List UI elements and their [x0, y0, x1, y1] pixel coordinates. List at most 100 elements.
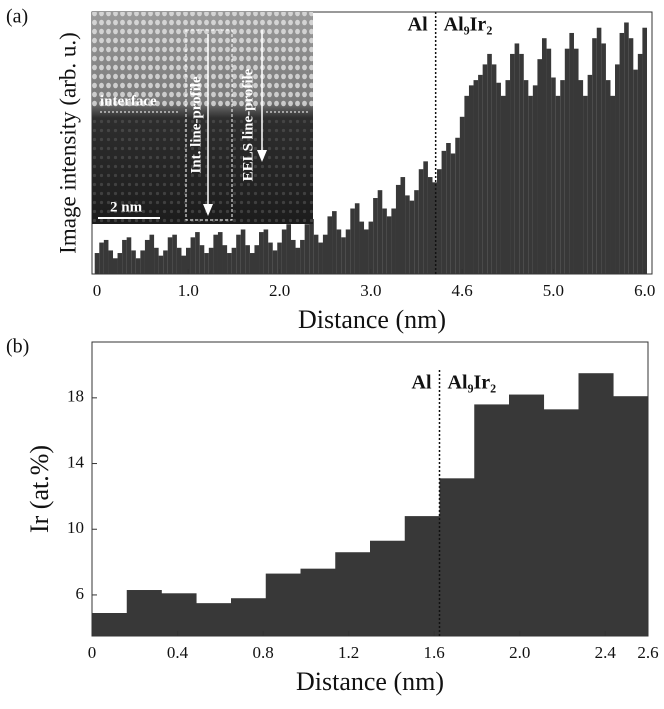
- inset-atoms: [92, 12, 313, 107]
- intensity-bar: [350, 208, 355, 274]
- intensity-bar: [181, 255, 187, 274]
- intensity-bar: [377, 190, 383, 274]
- intensity-bar: [500, 95, 506, 274]
- intensity-bar: [400, 177, 406, 274]
- intensity-bar: [213, 234, 218, 274]
- intensity-bar: [149, 234, 155, 274]
- bar: [404, 516, 440, 636]
- intensity-bar: [290, 239, 296, 274]
- intensity-bar: [564, 48, 570, 275]
- inset-label: interface: [100, 93, 157, 109]
- intensity-bar: [245, 245, 250, 274]
- intensity-bar: [446, 143, 451, 274]
- intensity-bar: [254, 245, 260, 274]
- intensity-bar: [222, 245, 228, 274]
- intensity-bar: [236, 234, 241, 274]
- y-tick-label: 10: [67, 518, 84, 537]
- intensity-bar: [126, 237, 132, 274]
- intensity-bar: [514, 43, 520, 274]
- intensity-bar: [249, 253, 255, 274]
- intensity-bar: [468, 85, 474, 274]
- annotation: Al: [412, 372, 432, 394]
- bar: [300, 568, 336, 636]
- intensity-bar: [551, 77, 556, 274]
- intensity-bar: [633, 69, 638, 274]
- bar: [613, 396, 649, 636]
- intensity-bar: [163, 250, 168, 274]
- intensity-bar: [309, 218, 314, 274]
- bar: [126, 590, 162, 636]
- intensity-bar: [185, 247, 191, 274]
- annotation: Al₉Ir₂: [448, 372, 497, 394]
- x-tick-label: 2.0: [509, 643, 530, 662]
- x-tick-label: 2.6: [637, 643, 658, 662]
- intensity-bar: [190, 237, 196, 274]
- intensity-bar: [601, 43, 606, 274]
- intensity-bar: [391, 208, 396, 274]
- intensity-bar: [259, 232, 264, 274]
- inset-label: EELS line-profile: [240, 68, 256, 181]
- intensity-bar: [281, 229, 287, 274]
- intensity-bar: [395, 184, 401, 274]
- inset-atoms-dark: [92, 115, 313, 224]
- intensity-bar: [605, 80, 611, 275]
- intensity-bar: [523, 80, 529, 275]
- intensity-bar: [496, 82, 501, 275]
- intensity-bar: [450, 153, 456, 274]
- intensity-bar: [199, 245, 205, 274]
- bar: [474, 404, 510, 636]
- intensity-bar: [427, 177, 433, 274]
- x-tick-label: 2.4: [595, 643, 617, 662]
- bar: [370, 540, 406, 636]
- panel-label: (b): [6, 336, 29, 358]
- x-tick-label: 6.0: [634, 281, 655, 300]
- intensity-bar: [418, 169, 424, 274]
- intensity-bar: [541, 38, 547, 275]
- intensity-bar: [231, 247, 237, 274]
- intensity-bar: [441, 150, 447, 274]
- intensity-bar: [217, 232, 223, 274]
- intensity-bar: [272, 250, 278, 274]
- intensity-bar: [354, 203, 360, 274]
- intensity-bar: [263, 229, 269, 274]
- intensity-bar: [327, 216, 333, 274]
- intensity-bar: [482, 64, 488, 275]
- intensity-bar: [167, 237, 173, 274]
- intensity-bar: [117, 253, 123, 274]
- intensity-bar: [268, 242, 273, 274]
- intensity-bar: [628, 38, 634, 275]
- arrow-head: [257, 150, 267, 162]
- intensity-bar: [227, 253, 232, 274]
- annotation: Al₉Ir₂: [444, 14, 493, 36]
- x-tick-label: 3.0: [360, 281, 381, 300]
- intensity-bar: [382, 208, 387, 274]
- intensity-bar: [99, 242, 104, 274]
- intensity-bar: [140, 250, 145, 274]
- bar: [231, 598, 267, 636]
- intensity-bar: [473, 80, 479, 275]
- intensity-bar: [409, 200, 415, 274]
- intensity-bar: [208, 247, 214, 274]
- x-tick-label: 5.0: [543, 281, 564, 300]
- scale-bar-label: 2 nm: [110, 199, 143, 215]
- intensity-bar: [359, 221, 365, 274]
- intensity-bar: [154, 247, 159, 274]
- y-tick-label: 6: [76, 584, 85, 603]
- bar: [578, 373, 614, 636]
- intensity-bar: [455, 137, 460, 274]
- intensity-bar: [103, 239, 109, 274]
- intensity-bar: [373, 198, 378, 274]
- intensity-bar: [637, 53, 643, 274]
- intensity-bar: [610, 95, 616, 274]
- y-axis-label: Image intensity (arb. u.): [55, 32, 80, 254]
- inset-image: interface Int. line-profile EELS line-pr…: [92, 12, 313, 224]
- bar: [265, 573, 301, 636]
- intensity-bar: [368, 221, 374, 274]
- x-axis-label: Distance (nm): [296, 667, 444, 696]
- intensity-bar: [341, 237, 346, 274]
- intensity-bar: [386, 216, 392, 274]
- intensity-bar: [615, 64, 620, 275]
- y-axis-label: Ir (at.%): [25, 445, 54, 533]
- intensity-bar: [172, 234, 177, 274]
